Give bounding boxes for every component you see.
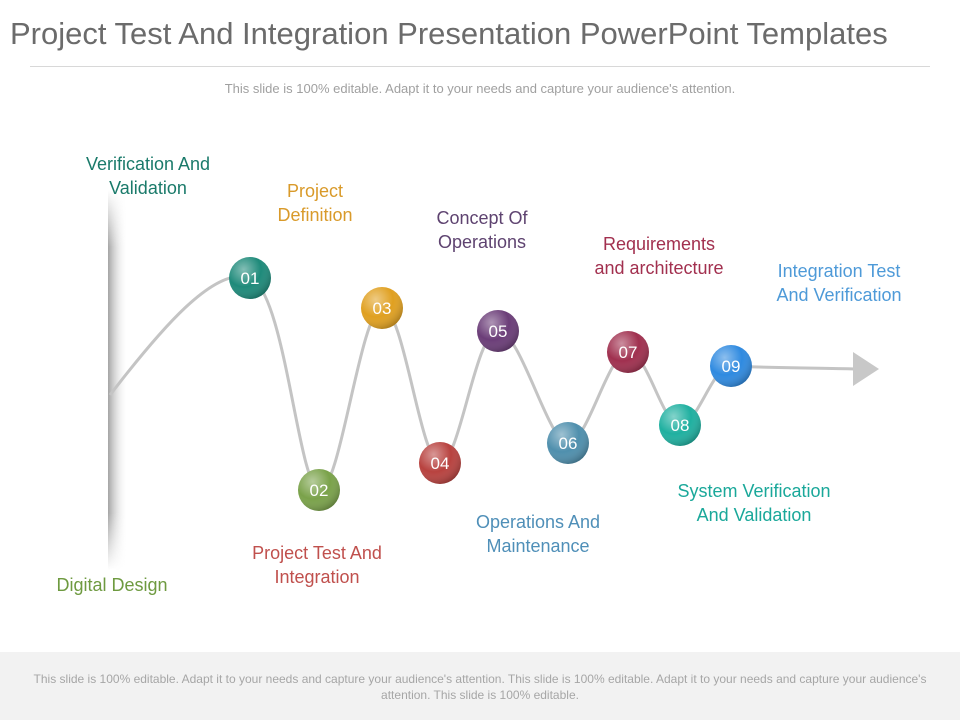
wave-connector-line	[108, 274, 856, 492]
arrow-head-icon	[853, 352, 879, 386]
stage-number: 02	[310, 481, 329, 500]
stage-number: 03	[373, 299, 392, 318]
label-integration-test-and-verification: Integration Test And Verification	[776, 261, 902, 305]
label-operations-and-maintenance: Operations And Maintenance	[475, 512, 601, 556]
stage-number: 05	[489, 322, 508, 341]
stage-node-02: 02	[298, 469, 340, 511]
vertical-axis-bar	[108, 190, 128, 570]
slide-title: Project Test And Integration Presentatio…	[10, 16, 888, 51]
process-diagram: 01 02 03 04 05 06 07 08 09	[108, 190, 879, 570]
footer-bar: This slide is 100% editable. Adapt it to…	[0, 652, 960, 720]
stage-number: 06	[559, 434, 578, 453]
footer-text: This slide is 100% editable. Adapt it to…	[33, 672, 927, 702]
stage-number: 07	[619, 343, 638, 362]
label-requirements-and-architecture: Requirements and architecture	[594, 234, 724, 278]
stage-node-07: 07	[607, 331, 649, 373]
label-system-verification-and-validation: System Verification And Validation	[677, 481, 831, 525]
stage-node-01: 01	[229, 257, 271, 299]
stage-node-04: 04	[419, 442, 461, 484]
stage-number: 09	[722, 357, 741, 376]
label-project-test-and-integration: Project Test And Integration	[252, 543, 382, 587]
slide-subtitle: This slide is 100% editable. Adapt it to…	[224, 81, 736, 96]
label-digital-design: Digital Design	[56, 575, 168, 595]
label-concept-of-operations: Concept Of Operations	[436, 208, 528, 252]
stage-node-06: 06	[547, 422, 589, 464]
stage-node-09: 09	[710, 345, 752, 387]
stage-node-03: 03	[361, 287, 403, 329]
label-verification-and-validation: Verification And Validation	[85, 154, 211, 198]
title-divider	[30, 66, 930, 67]
stage-node-05: 05	[477, 310, 519, 352]
stage-node-08: 08	[659, 404, 701, 446]
label-project-definition: Project Definition	[277, 181, 353, 225]
stage-number: 08	[671, 416, 690, 435]
stage-number: 04	[431, 454, 450, 473]
stage-number: 01	[241, 269, 260, 288]
